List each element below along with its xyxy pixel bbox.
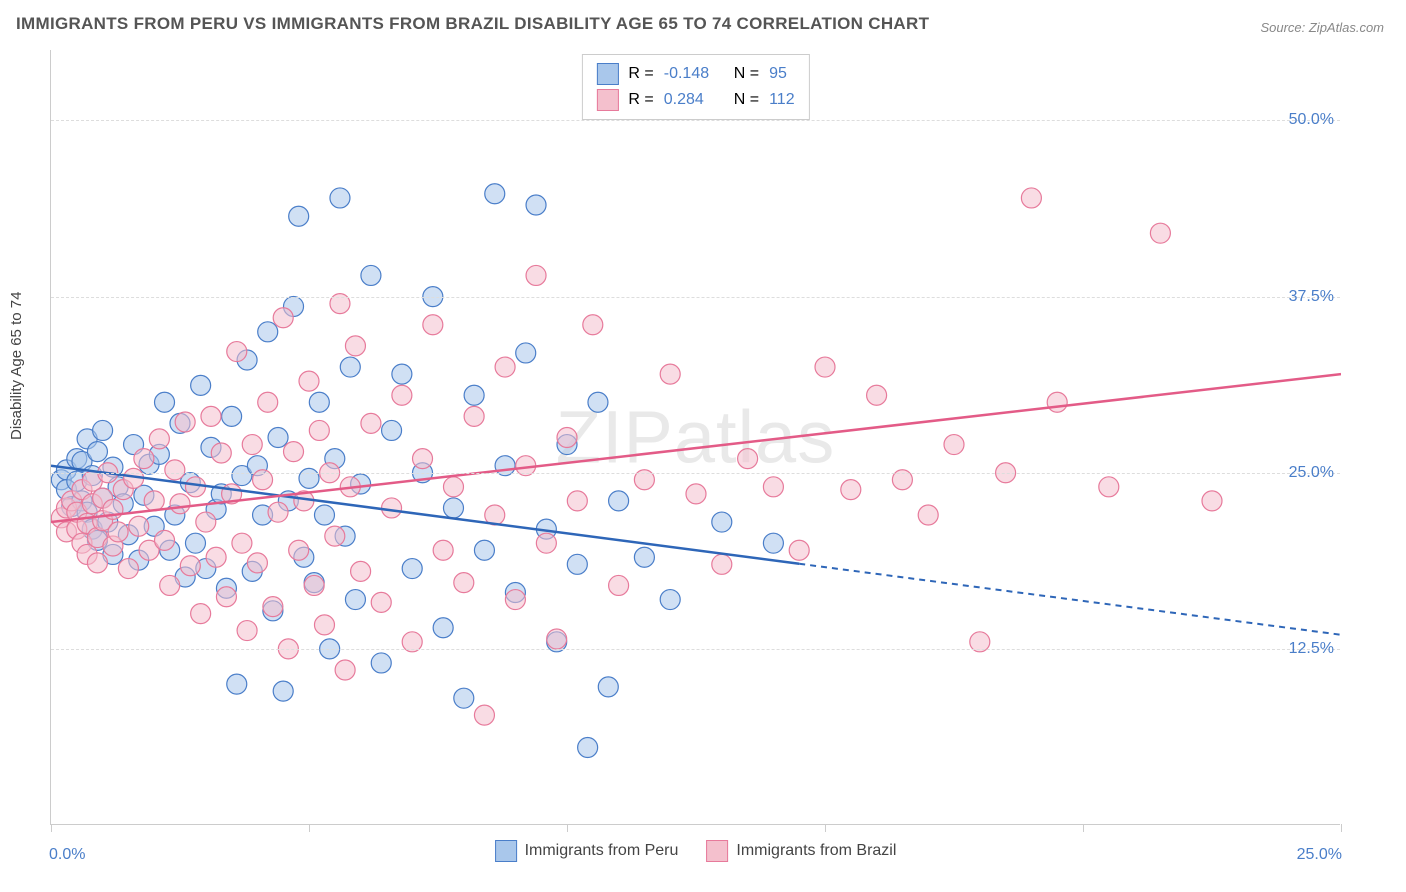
legend-swatch-peru (596, 63, 618, 85)
x-tick-label-max: 25.0% (1297, 846, 1342, 864)
y-tick-label: 25.0% (1289, 464, 1334, 482)
chart-title: IMMIGRANTS FROM PERU VS IMMIGRANTS FROM … (16, 14, 929, 34)
source-attribution: Source: ZipAtlas.com (1260, 20, 1384, 35)
legend-item-peru: Immigrants from Peru (495, 840, 679, 862)
n-value-brazil: 112 (769, 91, 795, 109)
legend-label-peru: Immigrants from Peru (525, 842, 679, 860)
x-tick (825, 824, 826, 832)
x-tick (309, 824, 310, 832)
series-legend: Immigrants from Peru Immigrants from Bra… (495, 840, 897, 862)
y-tick-label: 37.5% (1289, 288, 1334, 306)
y-axis-label: Disability Age 65 to 74 (8, 292, 25, 440)
scatter-plot-svg (51, 50, 1341, 825)
y-tick-label: 50.0% (1289, 111, 1334, 129)
x-tick (567, 824, 568, 832)
grid-line (51, 473, 1340, 474)
correlation-legend: R = -0.148 N = 95 R = 0.284 N = 112 (581, 54, 809, 120)
grid-line (51, 297, 1340, 298)
n-label: N = (734, 91, 759, 109)
grid-line (51, 120, 1340, 121)
n-label: N = (734, 65, 759, 83)
legend-item-brazil: Immigrants from Brazil (706, 840, 896, 862)
legend-swatch-peru-icon (495, 840, 517, 862)
r-label: R = (628, 65, 653, 83)
chart-plot-area: ZIPatlas R = -0.148 N = 95 R = 0.284 N =… (50, 50, 1340, 825)
grid-line (51, 649, 1340, 650)
x-tick-label-min: 0.0% (49, 846, 85, 864)
r-label: R = (628, 91, 653, 109)
y-tick-label: 12.5% (1289, 640, 1334, 658)
x-tick (51, 824, 52, 832)
r-value-peru: -0.148 (664, 65, 724, 83)
r-value-brazil: 0.284 (664, 91, 724, 109)
legend-row-series-0: R = -0.148 N = 95 (596, 61, 794, 87)
legend-swatch-brazil-icon (706, 840, 728, 862)
x-tick (1341, 824, 1342, 832)
n-value-peru: 95 (769, 65, 787, 83)
legend-label-brazil: Immigrants from Brazil (736, 842, 896, 860)
x-tick (1083, 824, 1084, 832)
legend-swatch-brazil (596, 89, 618, 111)
legend-row-series-1: R = 0.284 N = 112 (596, 87, 794, 113)
